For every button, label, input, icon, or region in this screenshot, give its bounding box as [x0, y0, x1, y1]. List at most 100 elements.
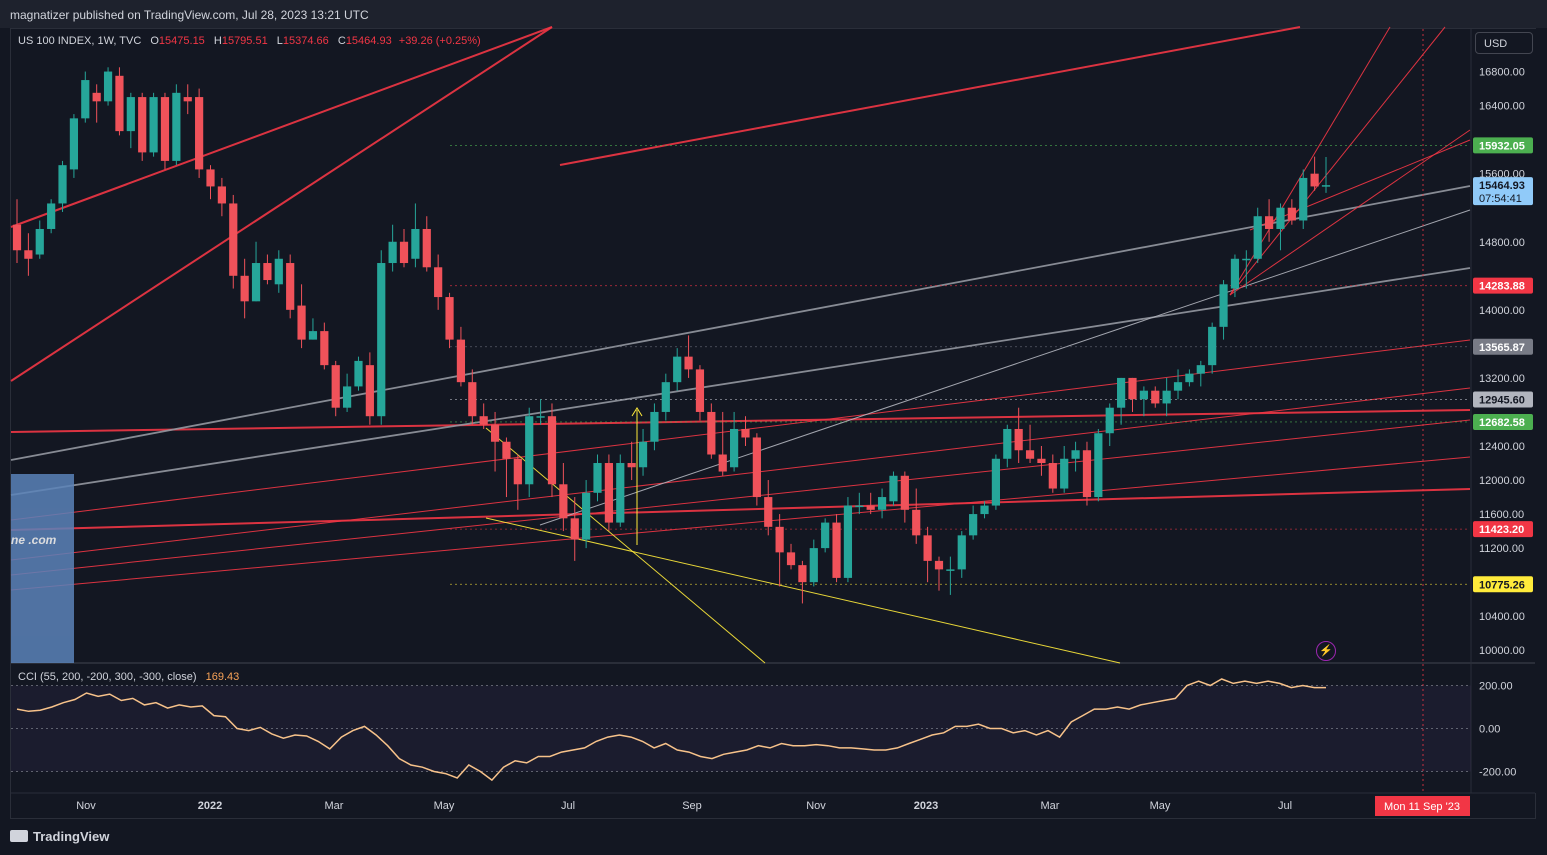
candle-body — [331, 365, 340, 408]
candle-body — [1310, 173, 1319, 187]
candle-body — [1230, 258, 1240, 289]
yellow-arrowhead — [631, 407, 643, 417]
candle-body — [12, 224, 22, 251]
open-label: O — [150, 35, 159, 47]
candle-body — [1242, 258, 1251, 261]
candle-body — [775, 526, 784, 553]
price-tick-label: 14800.00 — [1479, 237, 1525, 249]
candle-body — [206, 169, 215, 187]
candle-body — [1173, 382, 1183, 391]
candle-body — [843, 505, 853, 578]
trend-line — [10, 185, 1471, 461]
candle-body — [92, 92, 101, 102]
candle-body — [855, 505, 864, 508]
tradingview-logo[interactable]: TradingView — [10, 829, 109, 844]
candle-body — [274, 258, 283, 285]
trend-line — [10, 267, 1471, 496]
time-tick-label: Sep — [682, 800, 702, 812]
chart-panel[interactable] — [10, 28, 1536, 819]
price-label-bg — [1473, 576, 1533, 593]
price-label-bg — [1473, 391, 1533, 408]
price-tick-label: 16400.00 — [1479, 101, 1525, 113]
candle-body — [661, 382, 670, 412]
candle-body — [456, 339, 466, 383]
candle-body — [1094, 433, 1103, 498]
candle-body — [650, 411, 659, 442]
candle-body — [468, 382, 477, 417]
candle-body — [263, 263, 272, 281]
cci-line — [16, 678, 1326, 782]
candle-body — [502, 441, 511, 459]
trend-line — [539, 209, 1471, 526]
candle-body — [1048, 463, 1057, 489]
candle-body — [354, 360, 363, 387]
candle-body — [1162, 390, 1171, 404]
trend-line — [10, 26, 553, 382]
candle-body — [923, 535, 932, 561]
date-marker-bg — [1375, 796, 1470, 816]
candle-body — [286, 263, 295, 310]
candle-body — [479, 416, 488, 425]
cci-legend[interactable]: CCI (55, 200, -200, 300, -300, close) 16… — [18, 671, 239, 683]
candle-body — [58, 165, 67, 204]
price-tick-label: 14000.00 — [1479, 305, 1525, 317]
candle-body — [638, 441, 648, 468]
candle-body — [1219, 284, 1228, 327]
candle-body — [1196, 365, 1205, 374]
symbol-legend[interactable]: US 100 INDEX, 1W, TVC O15475.15 H15795.5… — [18, 35, 481, 47]
time-tick-label: Nov — [806, 800, 826, 812]
candle-body — [320, 331, 329, 366]
candle-body — [251, 263, 261, 302]
lightning-icon[interactable]: ⚡ — [1316, 641, 1336, 661]
candle-body — [627, 463, 636, 468]
price-tick-label: 11600.00 — [1479, 509, 1524, 521]
candle-body — [1185, 373, 1194, 383]
trend-line — [559, 26, 1301, 166]
trend-line — [10, 456, 1471, 591]
candle-body — [991, 458, 1001, 506]
candle-body — [786, 552, 796, 566]
cci-tick-label: -200.00 — [1479, 767, 1516, 779]
candle-body — [593, 463, 602, 493]
open-value: 15475.15 — [158, 35, 205, 47]
publisher-text: magnatizer published on TradingView.com,… — [10, 8, 369, 22]
close-value: 15464.93 — [345, 35, 392, 47]
cci-title: CCI (55, 200, -200, 300, -300, close) — [18, 671, 197, 683]
candle-body — [1117, 377, 1126, 408]
symbol-name: US 100 INDEX, 1W, TVC — [18, 35, 142, 47]
candle-body — [616, 463, 625, 523]
price-tick-label: 10400.00 — [1479, 611, 1525, 623]
price-label-bg — [1473, 413, 1533, 430]
candle-body — [718, 454, 727, 472]
price-label: 13565.87 — [1479, 342, 1525, 354]
price-tick-label: 10000.00 — [1479, 645, 1525, 657]
candle-body — [103, 71, 113, 102]
candle-body — [809, 548, 818, 583]
price-axis-bg — [1471, 29, 1536, 793]
time-tick-label: 2022 — [198, 800, 222, 812]
candle-body — [1105, 407, 1114, 434]
candle-body — [695, 369, 705, 412]
price-tick-label: 11200.00 — [1479, 543, 1524, 555]
candle-body — [1253, 216, 1262, 259]
candle-body — [1287, 207, 1296, 221]
candle-body — [513, 458, 522, 485]
candle-body — [741, 428, 750, 438]
candle-body — [240, 275, 249, 302]
time-tick-label: Mar — [1041, 800, 1060, 812]
countdown-label: 07:54:41 — [1479, 193, 1522, 205]
price-label: 12945.60 — [1479, 395, 1525, 407]
candle-body — [138, 97, 147, 153]
currency-button[interactable]: USD — [1475, 32, 1533, 54]
candle-body — [969, 514, 978, 536]
cci-tick-label: 0.00 — [1479, 724, 1500, 736]
candle-body — [764, 497, 773, 527]
candle-body — [1264, 216, 1274, 229]
candle-body — [946, 569, 955, 571]
candle-body — [115, 75, 124, 132]
candle-body — [399, 241, 409, 264]
candle-body — [365, 365, 374, 417]
candle-body — [1014, 428, 1023, 451]
brand-text: TradingView — [33, 829, 110, 844]
